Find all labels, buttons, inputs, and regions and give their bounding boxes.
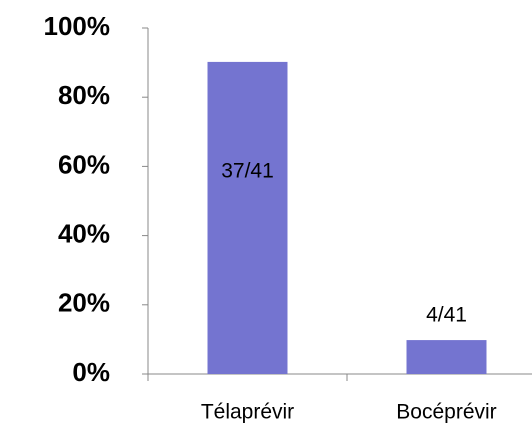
bar — [207, 61, 288, 375]
bar — [406, 340, 487, 374]
y-tick-label: 0% — [72, 357, 110, 387]
x-tick-label: Télaprévir — [201, 401, 294, 424]
x-tick-label: Bocéprévir — [396, 401, 496, 424]
y-tick-label: 40% — [58, 218, 110, 248]
y-tick-label: 80% — [58, 80, 110, 110]
y-tick-label: 100% — [44, 11, 111, 41]
value-label: 37/41 — [221, 159, 274, 182]
y-tick-label: 20% — [58, 288, 110, 318]
value-label: 4/41 — [426, 304, 467, 327]
y-tick-label: 60% — [58, 149, 110, 179]
